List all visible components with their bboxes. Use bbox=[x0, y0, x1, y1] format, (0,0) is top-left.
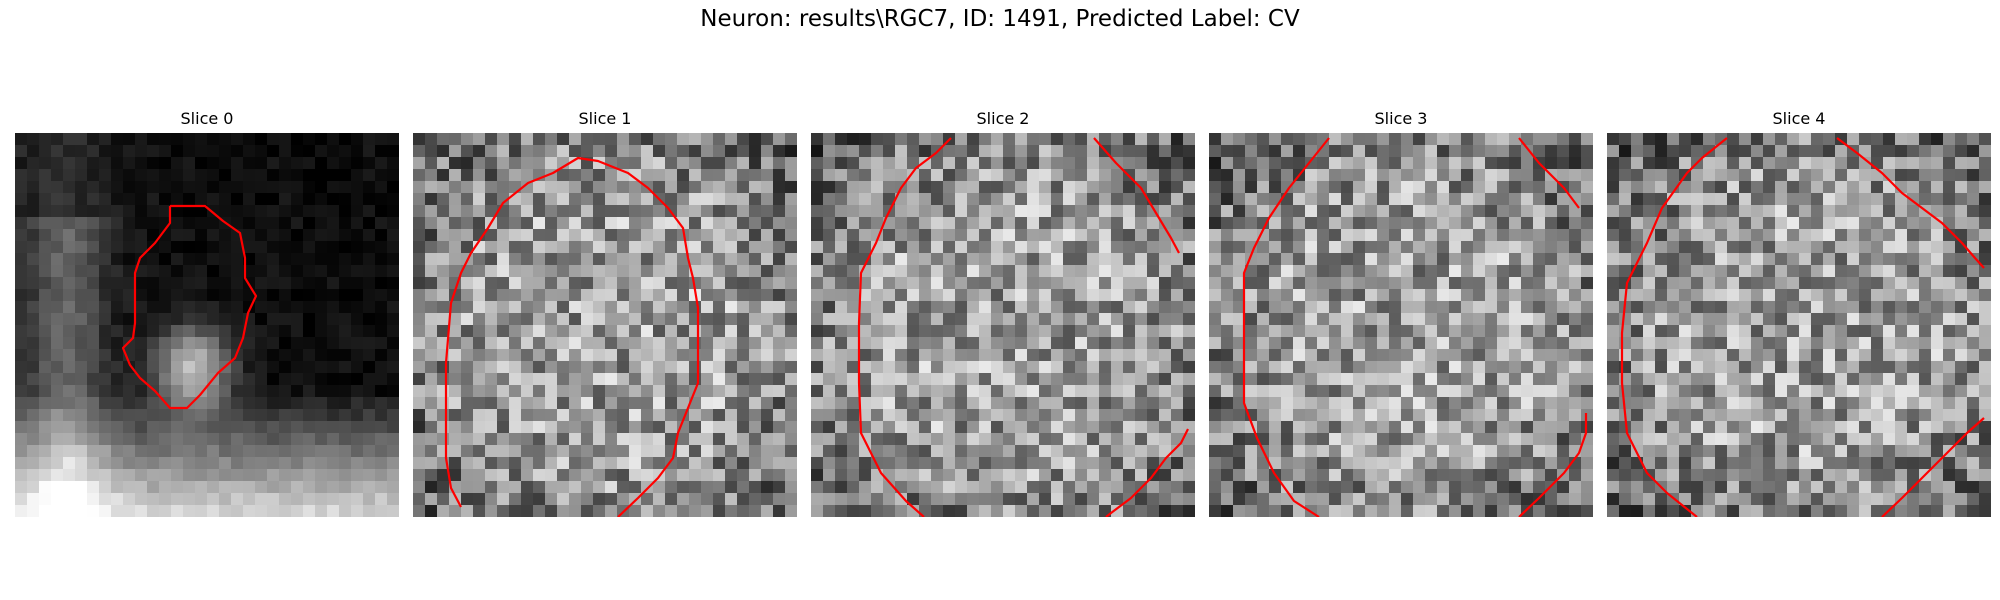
slice-image-2 bbox=[811, 133, 1195, 517]
slice-canvas-4 bbox=[1607, 133, 1991, 517]
slice-title-3: Slice 3 bbox=[1374, 109, 1428, 128]
slice-1-contour-0 bbox=[444, 156, 700, 517]
slice-2-contour-0 bbox=[857, 137, 952, 517]
slice-0-contour-0 bbox=[121, 204, 258, 410]
figure-title: Neuron: results\RGC7, ID: 1491, Predicte… bbox=[700, 6, 1300, 32]
slice-title-4: Slice 4 bbox=[1772, 109, 1826, 128]
slice-4-contour-0 bbox=[1620, 137, 1728, 517]
slice-image-3 bbox=[1209, 133, 1593, 517]
slice-4-contour-1 bbox=[1836, 137, 1985, 269]
slice-panel-1: Slice 1 bbox=[413, 108, 797, 517]
slice-title-1: Slice 1 bbox=[578, 109, 632, 128]
slice-panel-4: Slice 4 bbox=[1607, 108, 1991, 517]
slice-panel-2: Slice 2 bbox=[811, 108, 1195, 517]
slice-2-contour-1 bbox=[1093, 137, 1180, 254]
slice-4-contour-2 bbox=[1881, 417, 1985, 517]
slice-3-contour-2 bbox=[1518, 413, 1588, 517]
slice-panel-0: Slice 0 bbox=[15, 108, 399, 517]
slice-3-contour-0 bbox=[1242, 137, 1330, 517]
slice-2-contour-2 bbox=[1105, 428, 1189, 517]
slice-canvas-1 bbox=[413, 133, 797, 517]
slice-canvas-2 bbox=[811, 133, 1195, 517]
slice-panel-3: Slice 3 bbox=[1209, 108, 1593, 517]
slice-canvas-3 bbox=[1209, 133, 1593, 517]
slice-title-0: Slice 0 bbox=[180, 109, 234, 128]
slice-image-4 bbox=[1607, 133, 1991, 517]
slice-3-contour-1 bbox=[1518, 137, 1580, 209]
slice-title-2: Slice 2 bbox=[976, 109, 1030, 128]
slice-image-1 bbox=[413, 133, 797, 517]
slice-image-0 bbox=[15, 133, 399, 517]
slice-canvas-0 bbox=[15, 133, 399, 517]
